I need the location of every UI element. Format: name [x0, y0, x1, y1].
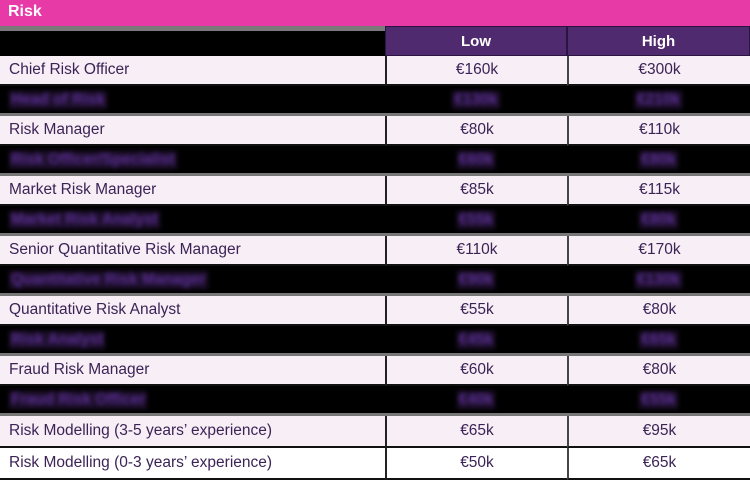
role-cell: Quantitative Risk Analyst [0, 296, 385, 326]
role-cell: Fraud Risk Manager [0, 356, 385, 386]
table-row: Chief Risk Officer €160k €300k [0, 56, 750, 86]
low-cell: €55k [385, 206, 567, 236]
section-title: Risk [0, 0, 750, 26]
low-cell: €65k [385, 416, 567, 448]
low-cell: €130k [385, 86, 567, 116]
header-high: High [567, 26, 750, 56]
low-cell: €90k [385, 266, 567, 296]
table-row-blurred: Market Risk Analyst €55k €80k [0, 206, 750, 236]
low-cell: €85k [385, 176, 567, 206]
high-cell: €80k [567, 206, 750, 236]
role-cell: Risk Officer/Specialist [0, 146, 385, 176]
role-cell: Fraud Risk Officer [0, 386, 385, 416]
table-header-row: Low High [0, 26, 750, 56]
low-cell: €60k [385, 356, 567, 386]
high-cell: €65k [567, 326, 750, 356]
low-cell: €160k [385, 56, 567, 86]
high-cell: €55k [567, 386, 750, 416]
high-cell: €300k [567, 56, 750, 86]
table-row-blurred: Quantitative Risk Manager €90k €130k [0, 266, 750, 296]
table-row-blurred: Risk Analyst €45k €65k [0, 326, 750, 356]
table-row: Market Risk Manager €85k €115k [0, 176, 750, 206]
high-cell: €80k [567, 356, 750, 386]
table-row: Risk Modelling (0-3 years’ experience) €… [0, 448, 750, 480]
high-cell: €130k [567, 266, 750, 296]
header-role [0, 26, 385, 56]
low-cell: €40k [385, 386, 567, 416]
divider [0, 26, 385, 31]
table-row: Risk Modelling (3-5 years’ experience) €… [0, 416, 750, 448]
role-cell: Market Risk Analyst [0, 206, 385, 236]
table-row: Fraud Risk Manager €60k €80k [0, 356, 750, 386]
table-row: Senior Quantitative Risk Manager €110k €… [0, 236, 750, 266]
low-cell: €55k [385, 296, 567, 326]
role-cell: Senior Quantitative Risk Manager [0, 236, 385, 266]
high-cell: €115k [567, 176, 750, 206]
role-cell: Chief Risk Officer [0, 56, 385, 86]
role-cell: Risk Analyst [0, 326, 385, 356]
table-row-blurred: Risk Officer/Specialist €60k €80k [0, 146, 750, 176]
low-cell: €50k [385, 448, 567, 480]
salary-table: Low High Chief Risk Officer €160k €300k … [0, 26, 750, 480]
low-cell: €60k [385, 146, 567, 176]
high-cell: €95k [567, 416, 750, 448]
high-cell: €65k [567, 448, 750, 480]
low-cell: €80k [385, 116, 567, 146]
high-cell: €80k [567, 296, 750, 326]
high-cell: €110k [567, 116, 750, 146]
role-cell: Market Risk Manager [0, 176, 385, 206]
role-cell: Head of Risk [0, 86, 385, 116]
role-cell: Quantitative Risk Manager [0, 266, 385, 296]
high-cell: €210k [567, 86, 750, 116]
low-cell: €110k [385, 236, 567, 266]
table-row: Risk Manager €80k €110k [0, 116, 750, 146]
role-cell: Risk Modelling (3-5 years’ experience) [0, 416, 385, 448]
table-row-blurred: Head of Risk €130k €210k [0, 86, 750, 116]
table-row-blurred: Fraud Risk Officer €40k €55k [0, 386, 750, 416]
high-cell: €80k [567, 146, 750, 176]
table-row: Quantitative Risk Analyst €55k €80k [0, 296, 750, 326]
low-cell: €45k [385, 326, 567, 356]
high-cell: €170k [567, 236, 750, 266]
header-low: Low [385, 26, 567, 56]
role-cell: Risk Modelling (0-3 years’ experience) [0, 448, 385, 480]
role-cell: Risk Manager [0, 116, 385, 146]
